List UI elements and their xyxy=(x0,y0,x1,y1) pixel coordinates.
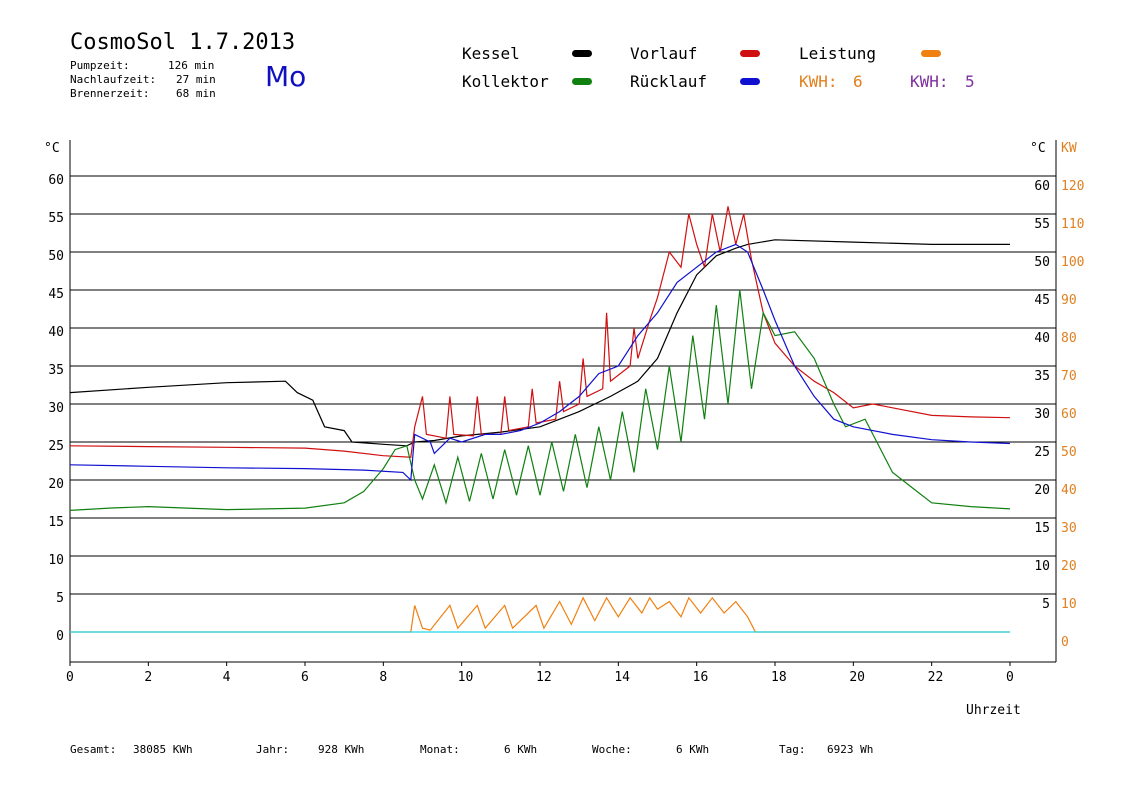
y-tick-label-left: 60 xyxy=(48,173,64,188)
legend-leistung-swatch xyxy=(921,50,941,57)
y-tick-label-left: 40 xyxy=(48,325,64,340)
y-tick-label-right: 40 xyxy=(1034,331,1050,346)
kw-tick-label: 20 xyxy=(1061,559,1077,574)
y-axis-unit-left: °C xyxy=(44,141,60,156)
x-tick-label: 0 xyxy=(66,670,74,685)
kwh1-label: KWH: xyxy=(799,72,838,91)
x-tick-label: 14 xyxy=(614,670,630,685)
kw-tick-label: 0 xyxy=(1061,635,1069,650)
y-tick-label-right: 25 xyxy=(1034,445,1050,460)
legend-kollektor-swatch xyxy=(572,78,592,85)
stat-brennerzeit-label: Brennerzeit: xyxy=(70,87,150,100)
legend-ruecklauf-label: Rücklauf xyxy=(630,72,708,91)
footer-gesamt-label: Gesamt: xyxy=(70,743,117,756)
chart-title: CosmoSol 1.7.2013 xyxy=(70,30,296,55)
y-tick-label-left: 5 xyxy=(56,591,64,606)
x-tick-label: 12 xyxy=(536,670,552,685)
footer-tag-label: Tag: xyxy=(779,743,806,756)
legend-kessel-swatch xyxy=(572,50,592,57)
y-tick-label-left: 20 xyxy=(48,477,64,492)
x-tick-label: 4 xyxy=(223,670,231,685)
x-tick-label: 2 xyxy=(144,670,152,685)
footer-gesamt-value: 38085 KWh xyxy=(133,743,193,756)
kwh2-value: 5 xyxy=(965,72,975,91)
x-tick-label: 20 xyxy=(849,670,865,685)
kw-tick-label: 100 xyxy=(1061,255,1084,270)
footer-tag-value: 6923 Wh xyxy=(827,743,874,756)
x-axis-label: Uhrzeit xyxy=(966,703,1021,718)
y-tick-label-right: 20 xyxy=(1034,483,1050,498)
y-tick-label-left: 0 xyxy=(56,629,64,644)
stat-pumpzeit-value: 126 min xyxy=(168,59,215,72)
kw-tick-label: 80 xyxy=(1061,331,1077,346)
footer-monat-label: Monat: xyxy=(420,743,460,756)
x-tick-label: 22 xyxy=(928,670,944,685)
y-tick-label-right: 15 xyxy=(1034,521,1050,536)
legend-vorlauf-label: Vorlauf xyxy=(630,44,698,63)
legend-ruecklauf-swatch xyxy=(740,78,760,85)
stat-nachlaufzeit-value: 27 min xyxy=(176,73,216,86)
footer-woche-value: 6 KWh xyxy=(676,743,710,756)
kw-tick-label: 60 xyxy=(1061,407,1077,422)
footer-jahr-value: 928 KWh xyxy=(318,743,365,756)
stat-brennerzeit-value: 68 min xyxy=(176,87,216,100)
kw-tick-label: 40 xyxy=(1061,483,1077,498)
kw-tick-label: 70 xyxy=(1061,369,1077,384)
y-axis-unit-kw: KW xyxy=(1061,141,1077,156)
legend-leistung-label: Leistung xyxy=(799,44,877,63)
y-tick-label-right: 45 xyxy=(1034,293,1050,308)
x-tick-label: 6 xyxy=(301,670,309,685)
x-tick-label: 18 xyxy=(771,670,787,685)
kw-tick-label: 50 xyxy=(1061,445,1077,460)
series-line-kollektor xyxy=(69,289,1011,511)
y-tick-label-right: 5 xyxy=(1042,597,1050,612)
kw-tick-label: 120 xyxy=(1061,179,1084,194)
kw-tick-label: 90 xyxy=(1061,293,1077,308)
y-axis-unit-right: °C xyxy=(1030,141,1046,156)
stat-nachlaufzeit-label: Nachlaufzeit: xyxy=(70,73,157,86)
x-tick-label: 16 xyxy=(693,670,709,685)
series-line-kessel xyxy=(69,239,1010,447)
kw-tick-label: 110 xyxy=(1061,217,1084,232)
y-tick-label-left: 50 xyxy=(48,249,64,264)
kwh2-label: KWH: xyxy=(910,72,949,91)
kwh1-value: 6 xyxy=(853,72,863,91)
y-tick-label-left: 35 xyxy=(48,363,64,378)
y-tick-label-right: 30 xyxy=(1034,407,1050,422)
y-tick-label-left: 30 xyxy=(48,401,64,416)
y-tick-label-right: 55 xyxy=(1034,217,1050,232)
weekday-label: Mo xyxy=(265,60,307,93)
y-tick-label-left: 55 xyxy=(48,211,64,226)
series-line-rcklauf xyxy=(69,243,1011,482)
series-line-leistung xyxy=(70,596,1010,633)
x-tick-label: 0 xyxy=(1006,670,1014,685)
legend-kollektor-label: Kollektor xyxy=(462,72,549,91)
stat-pumpzeit-label: Pumpzeit: xyxy=(70,59,130,72)
y-tick-label-right: 50 xyxy=(1034,255,1050,270)
legend-vorlauf-swatch xyxy=(740,50,760,57)
y-tick-label-left: 15 xyxy=(48,515,64,530)
y-tick-label-right: 10 xyxy=(1034,559,1050,574)
x-tick-label: 10 xyxy=(458,670,474,685)
legend-kessel-label: Kessel xyxy=(462,44,520,63)
footer-woche-label: Woche: xyxy=(592,743,632,756)
kw-tick-label: 30 xyxy=(1061,521,1077,536)
footer-monat-value: 6 KWh xyxy=(504,743,538,756)
y-tick-label-right: 35 xyxy=(1034,369,1050,384)
y-tick-label-right: 60 xyxy=(1034,179,1050,194)
y-tick-label-left: 45 xyxy=(48,287,64,302)
x-tick-label: 8 xyxy=(379,670,387,685)
kw-tick-label: 10 xyxy=(1061,597,1077,612)
y-tick-label-left: 10 xyxy=(48,553,64,568)
series-line-vorlauf xyxy=(69,206,1011,458)
y-tick-label-left: 25 xyxy=(48,439,64,454)
footer-jahr-label: Jahr: xyxy=(256,743,290,756)
